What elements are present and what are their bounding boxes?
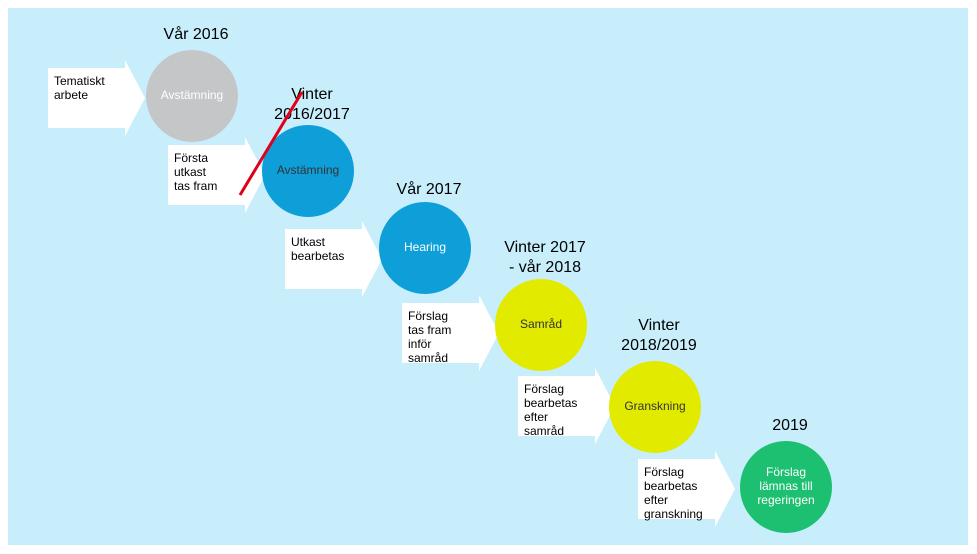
period-label: 2019 <box>772 417 808 434</box>
circle-label: Hearing <box>404 240 446 254</box>
arrow-text: tas fram <box>408 323 451 337</box>
circle-label: Avstämning <box>277 163 339 177</box>
arrow-text: Förslag <box>644 465 684 479</box>
period-label: Vinter 2017 <box>504 239 586 256</box>
step-circle <box>609 361 701 453</box>
arrow <box>402 295 499 371</box>
arrow-text: Förslag <box>524 382 564 396</box>
circle-label: regeringen <box>757 493 814 507</box>
arrow <box>638 451 735 527</box>
step-circle <box>740 441 832 533</box>
arrow-text: granskning <box>644 507 703 521</box>
arrow <box>518 368 615 444</box>
circle-label: lämnas till <box>759 479 812 493</box>
period-label: 2016/2017 <box>274 106 350 123</box>
arrow-text: samråd <box>408 351 448 365</box>
circle-label: Avstämning <box>161 88 223 102</box>
arrow <box>285 221 382 297</box>
arrow-text: efter <box>524 410 548 424</box>
arrow <box>48 60 145 136</box>
arrow-text: efter <box>644 493 668 507</box>
arrow-text: Förslag <box>408 309 448 323</box>
step-circle <box>379 202 471 294</box>
step-circle <box>146 50 238 142</box>
circle-label: Samråd <box>520 317 562 331</box>
period-label: Vinter <box>638 317 680 334</box>
step-circle <box>495 279 587 371</box>
arrow-text: bearbetas <box>291 249 344 263</box>
period-label: - vår 2018 <box>509 258 581 276</box>
arrow-text: Tematiskt <box>54 74 105 88</box>
step-circle <box>262 125 354 217</box>
arrow-text: tas fram <box>174 179 217 193</box>
arrow-text: bearbetas <box>524 396 577 410</box>
circle-label: Förslag <box>766 465 806 479</box>
period-label: 2018/2019 <box>621 337 697 354</box>
red-stroke <box>238 91 304 196</box>
period-label: Vinter <box>291 86 333 103</box>
arrow-text: samråd <box>524 424 564 438</box>
circle-label: Granskning <box>624 399 685 413</box>
arrow-text: utkast <box>174 165 207 179</box>
arrow-text: Första <box>174 151 208 165</box>
arrow-text: arbete <box>54 88 88 102</box>
period-label: Vår 2017 <box>397 180 462 198</box>
arrow-text: inför <box>408 337 431 351</box>
period-label: Vår 2016 <box>164 25 229 43</box>
arrow-text: bearbetas <box>644 479 697 493</box>
arrow-text: Utkast <box>291 235 326 249</box>
